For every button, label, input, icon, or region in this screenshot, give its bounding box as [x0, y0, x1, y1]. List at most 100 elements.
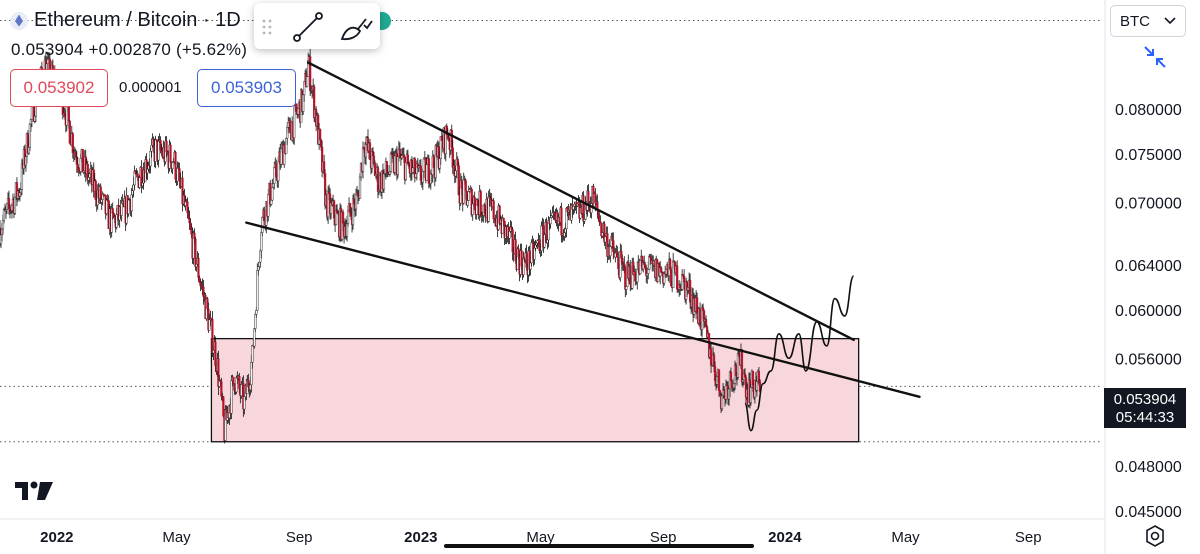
time-tick-label: 2024	[768, 529, 802, 546]
candle-body	[267, 194, 270, 217]
candle-body	[194, 238, 197, 268]
last-price: 0.053904	[11, 40, 84, 59]
price-tick-label: 0.080000	[1115, 102, 1182, 119]
candle-body	[169, 144, 172, 163]
home-indicator	[444, 544, 754, 548]
candle-body	[212, 350, 215, 354]
candle-body	[68, 120, 71, 144]
candle-body	[306, 76, 309, 87]
candle-body	[354, 194, 358, 210]
candle-body	[502, 217, 505, 222]
tradingview-logo[interactable]	[15, 480, 55, 507]
price-summary: 0.053904 +0.002870 (+5.62%)	[11, 40, 247, 60]
candle-body	[346, 210, 350, 224]
candle-body	[422, 158, 425, 172]
candle-body	[749, 387, 753, 403]
candle-body	[154, 139, 157, 162]
last-price-value: 0.053904	[1114, 391, 1177, 408]
candle-body	[625, 286, 628, 290]
sell-price-button[interactable]: 0.053902	[10, 69, 108, 107]
time-axis-labels: 2022 May Sep 2023 May Sep 2024 May Sep	[40, 529, 1041, 546]
candle-body	[214, 341, 217, 366]
candle-body	[464, 180, 467, 192]
candle-body	[676, 265, 679, 290]
candle-body	[67, 105, 70, 122]
price-tick-label: 0.070000	[1115, 195, 1182, 212]
price-change-percent: (+5.62%)	[176, 40, 248, 59]
status-dot	[378, 12, 391, 30]
candle-body	[81, 149, 84, 173]
trend-line-icon[interactable]	[293, 12, 323, 42]
last-price-label: 0.053904 05:44:33	[1104, 388, 1186, 428]
collapse-button[interactable]	[1136, 42, 1174, 72]
drawing-toolbar[interactable]	[254, 3, 380, 49]
candle-body	[165, 140, 168, 153]
candle	[81, 149, 84, 173]
candle-body	[319, 128, 322, 141]
candle-body	[138, 177, 141, 188]
chart-settings-button[interactable]	[1142, 523, 1168, 554]
candle	[681, 269, 684, 291]
candle-body	[404, 162, 407, 180]
candle-body	[427, 158, 430, 184]
candle-body	[251, 345, 254, 363]
candle-body	[157, 141, 160, 161]
price-tick-label: 0.056000	[1115, 351, 1182, 368]
time-tick-label: May	[891, 529, 920, 546]
candle-body	[492, 200, 495, 220]
candle-body	[255, 310, 258, 315]
projection-path	[744, 275, 855, 432]
candle	[522, 251, 525, 278]
chevron-down-icon	[1164, 17, 1176, 25]
time-tick-label: May	[526, 529, 555, 546]
time-tick-label: Sep	[286, 529, 313, 546]
symbol-header[interactable]: Ethereum / Bitcoin · 1D	[10, 9, 241, 32]
price-change: +0.002870	[88, 40, 172, 59]
candle	[404, 162, 407, 181]
brush-icon[interactable]	[340, 18, 373, 41]
axes	[0, 0, 1106, 554]
price-tick-label: 0.060000	[1115, 303, 1182, 320]
ethereum-icon	[10, 11, 28, 30]
candle	[127, 198, 130, 217]
time-tick-label: 2022	[40, 529, 73, 546]
candle-body	[273, 167, 276, 184]
candle-body	[197, 257, 200, 279]
resistance-trendline	[306, 61, 855, 342]
candle	[68, 120, 71, 144]
candle-body	[549, 217, 552, 224]
candle	[672, 252, 675, 289]
price-tick-label: 0.045000	[1115, 504, 1182, 521]
candle-body	[232, 376, 235, 384]
currency-select[interactable]: BTC	[1110, 5, 1186, 37]
price-tick-label: 0.075000	[1115, 147, 1182, 164]
candle-body	[127, 199, 130, 215]
candle-body	[683, 275, 686, 283]
candle-body	[256, 270, 259, 311]
drag-handle-icon[interactable]	[262, 19, 272, 35]
price-tick-label: 0.048000	[1115, 459, 1182, 476]
candle-body	[176, 167, 179, 182]
ask-price: 0.053903	[211, 78, 282, 97]
time-tick-label: Sep	[1015, 529, 1042, 546]
settings-icon	[1146, 525, 1164, 547]
candle-body	[717, 369, 721, 391]
candle	[467, 185, 470, 201]
candle-body	[277, 161, 280, 182]
candle	[169, 141, 172, 164]
candle-body	[730, 380, 734, 389]
collapse-arrows-icon	[1144, 46, 1166, 68]
candle-body	[473, 196, 476, 210]
candle-body	[425, 164, 428, 181]
candle-body	[293, 105, 296, 139]
price-axis-labels: 0.0900000.0800000.0750000.0700000.064000…	[1115, 20, 1182, 522]
currency-value: BTC	[1120, 12, 1150, 30]
candle-body	[540, 225, 543, 251]
candle-body	[560, 207, 563, 236]
trendlines-layer	[245, 61, 921, 432]
candle-body	[709, 348, 713, 366]
time-tick-label: 2023	[404, 529, 437, 546]
buy-price-button[interactable]: 0.053903	[197, 69, 296, 107]
candle-body	[530, 242, 533, 264]
time-tick-label: Sep	[650, 529, 677, 546]
